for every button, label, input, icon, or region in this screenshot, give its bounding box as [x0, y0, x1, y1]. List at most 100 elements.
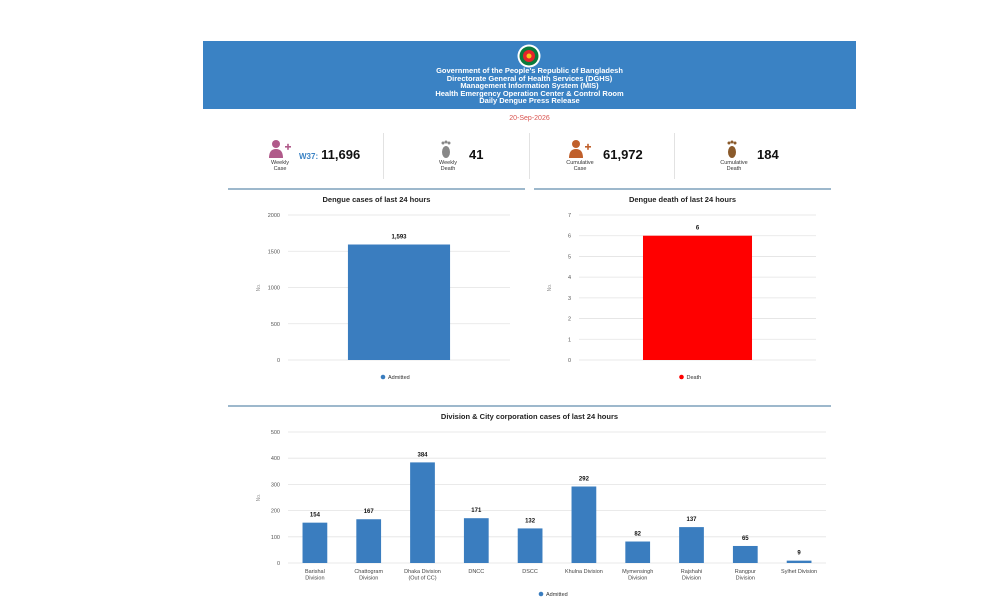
y-tick-label: 100 — [271, 535, 280, 541]
stat-divider — [529, 133, 530, 179]
header-line: Daily Dengue Press Release — [479, 96, 580, 106]
y-tick-label: 500 — [271, 322, 280, 328]
bar — [347, 244, 451, 360]
bar — [642, 235, 753, 360]
cases-chart: 0 500 1000 1500 2000 No. 1,593 Admitted — [256, 213, 510, 381]
stat-weekly-death: Weekly Death 41 — [435, 129, 580, 183]
x-tick-label: DSCC — [522, 569, 538, 575]
x-tick-label: Barishal — [305, 569, 325, 575]
header-text: Government of the People's Republic of B… — [203, 67, 856, 105]
y-axis-label: No. — [256, 284, 262, 292]
legend-label: Admitted — [546, 592, 568, 598]
y-tick-label: 300 — [271, 482, 280, 488]
data-label: 167 — [364, 509, 375, 515]
header-line: Government of the People's Republic of B… — [436, 66, 623, 75]
data-label: 137 — [686, 517, 697, 523]
y-tick-label: 7 — [568, 213, 571, 219]
legend-marker — [380, 374, 386, 380]
week-prefix: W37: — [299, 152, 319, 161]
y-tick-label: 3 — [568, 296, 571, 302]
chart-title-deaths: Dengue death of last 24 hours — [628, 195, 737, 204]
y-tick-label: 2 — [568, 317, 571, 323]
bar — [356, 519, 382, 563]
x-tick-label: DNCC — [468, 569, 484, 575]
deaths-chart: 0 1 2 3 4 5 6 7 No. 6 Death — [547, 213, 816, 381]
x-tick-label: Khulna Division — [565, 569, 603, 575]
header-line: Health Emergency Operation Center & Cont… — [435, 88, 624, 98]
x-tick-label: Rangpur — [735, 569, 756, 575]
legend-marker — [538, 591, 544, 597]
footprint-icon — [441, 140, 451, 158]
data-label: 132 — [525, 518, 536, 524]
bar — [786, 560, 812, 563]
panel-rule — [534, 188, 831, 190]
stat-value: 41 — [469, 147, 484, 162]
bar — [571, 486, 597, 563]
y-tick-label: 0 — [568, 358, 571, 364]
y-tick-label: 0 — [277, 561, 280, 567]
y-tick-label: 4 — [568, 275, 571, 281]
chart-title-division: Division & City corporation cases of las… — [440, 412, 619, 421]
panel-rule — [228, 188, 525, 190]
stat-divider — [383, 133, 384, 179]
y-axis-label: No. — [256, 494, 262, 502]
government-emblem-icon — [517, 44, 541, 68]
footprint-icon — [727, 140, 737, 158]
bar — [410, 462, 435, 563]
data-label: 82 — [634, 532, 641, 538]
y-tick-label: 500 — [271, 430, 280, 436]
y-tick-label: 6 — [568, 234, 571, 240]
header-line: Directorate General of Health Services (… — [446, 73, 613, 83]
bar — [679, 527, 704, 563]
x-tick-label: Mymensingh — [622, 569, 653, 575]
x-tick-label: Rajshahi — [681, 569, 702, 575]
header-banner: Government of the People's Republic of B… — [203, 41, 856, 109]
data-label: 292 — [579, 476, 590, 482]
patient-plus-icon — [569, 140, 591, 158]
stat-cumulative-death: Cumulative Death 184 — [720, 129, 866, 183]
x-tick-label: Division — [628, 576, 647, 582]
x-tick-label: Sylhet Division — [781, 569, 817, 575]
stat-value: 61,972 — [603, 147, 643, 162]
x-tick-label: Chattogram — [354, 569, 383, 575]
stat-value: 184 — [757, 147, 779, 162]
data-label: 6 — [696, 226, 700, 232]
stat-label: Cumulative Death — [720, 160, 748, 172]
x-tick-label: Division — [359, 576, 378, 582]
y-tick-label: 1 — [568, 337, 571, 343]
legend-marker — [679, 374, 684, 380]
press-release-page: Government of the People's Republic of B… — [203, 41, 856, 611]
y-tick-label: 5 — [568, 254, 571, 260]
data-label: 65 — [742, 536, 749, 542]
x-tick-label: Division — [682, 576, 701, 582]
stat-divider — [674, 133, 675, 179]
header-line: Management Information System (MIS) — [460, 81, 599, 91]
y-tick-label: 2000 — [268, 213, 280, 219]
data-label: 1,593 — [391, 235, 407, 241]
stat-weekly-case: Weekly Case W37: 11,696 — [267, 129, 412, 183]
y-axis-label: No. — [547, 284, 553, 292]
stat-value: W37: 11,696 — [299, 147, 361, 162]
legend-label: Death — [687, 375, 702, 381]
chart-title-cases: Dengue cases of last 24 hours — [322, 195, 431, 204]
release-date: 20-Sep-2026 — [509, 115, 550, 122]
y-tick-label: 1000 — [268, 286, 280, 292]
x-tick-label: (Out of CC) — [408, 576, 436, 582]
data-label: 384 — [417, 452, 428, 458]
stat-label: Cumulative Case — [566, 160, 594, 172]
y-tick-label: 200 — [271, 509, 280, 515]
data-label: 9 — [797, 551, 801, 557]
panel-rule — [228, 405, 831, 407]
bar — [463, 518, 489, 563]
data-label: 171 — [471, 508, 482, 514]
legend-label: Admitted — [388, 375, 410, 381]
stats-row: Weekly Case W37: 11,696 Weekly Death 41 — [203, 129, 856, 183]
y-tick-label: 0 — [277, 358, 280, 364]
patient-plus-icon — [269, 140, 291, 158]
y-tick-label: 400 — [271, 456, 280, 462]
bar — [732, 545, 758, 563]
x-tick-label: Dhaka Division — [404, 569, 441, 575]
stat-cumulative-case: Cumulative Case 61,972 — [566, 129, 712, 183]
x-tick-label: Division — [305, 576, 324, 582]
bar — [517, 528, 543, 563]
